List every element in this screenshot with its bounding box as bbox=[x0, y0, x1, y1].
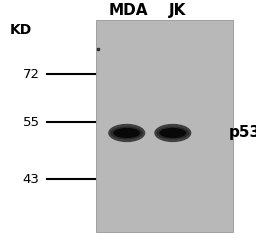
Text: 43: 43 bbox=[23, 173, 40, 186]
Ellipse shape bbox=[113, 128, 140, 138]
Ellipse shape bbox=[110, 127, 143, 139]
Text: MDA: MDA bbox=[108, 3, 148, 19]
Text: JK: JK bbox=[169, 3, 187, 19]
Bar bbox=[96, 20, 233, 232]
Ellipse shape bbox=[159, 128, 186, 138]
Ellipse shape bbox=[156, 127, 189, 139]
Ellipse shape bbox=[154, 124, 191, 142]
Text: p53: p53 bbox=[228, 125, 256, 141]
Text: 72: 72 bbox=[23, 68, 40, 81]
Text: KD: KD bbox=[10, 23, 33, 38]
Ellipse shape bbox=[108, 124, 145, 142]
Text: 55: 55 bbox=[23, 115, 40, 129]
